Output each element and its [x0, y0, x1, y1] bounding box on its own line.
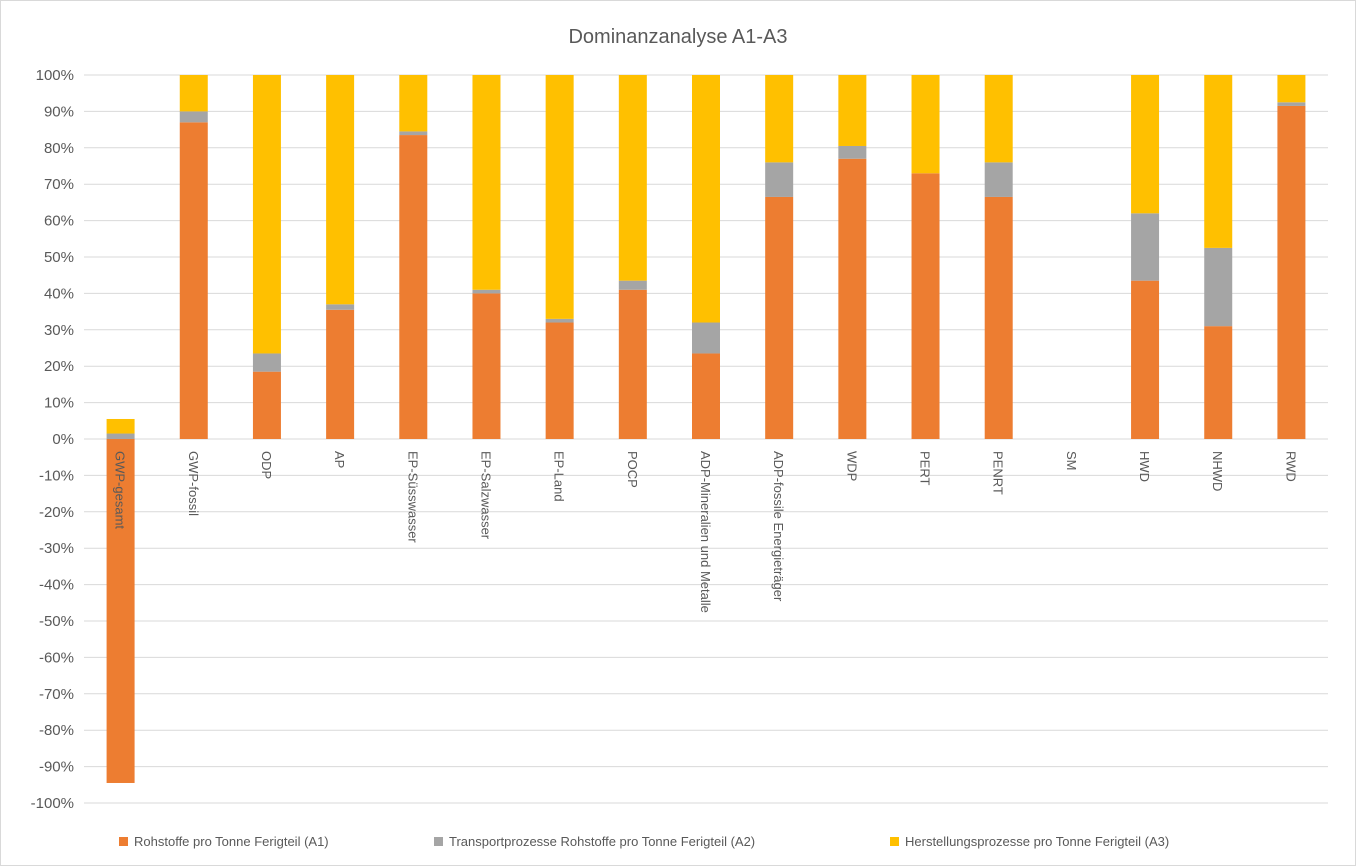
legend-label: Rohstoffe pro Tonne Ferigteil (A1) — [134, 834, 329, 849]
bar-segment-3 — [765, 75, 794, 163]
legend-swatch — [119, 837, 128, 846]
y-tick-label: -70% — [39, 686, 74, 703]
category-label: ODP — [259, 451, 274, 479]
legend-label: Transportprozesse Rohstoffe pro Tonne Fe… — [449, 834, 755, 849]
bar-segment-2 — [545, 318, 574, 323]
bar-segment-1 — [692, 353, 720, 439]
y-tick-label: 70% — [44, 176, 74, 193]
y-tick-label: 10% — [44, 395, 74, 412]
legend-swatch — [434, 837, 443, 846]
bar-segment-2 — [984, 162, 1013, 197]
bar-segment-3 — [472, 75, 501, 290]
category-label: AP — [332, 451, 347, 468]
category-label: PERT — [918, 451, 933, 485]
category-label: EP-Land — [552, 451, 567, 502]
bar-segment-1 — [838, 158, 867, 439]
bar-segment-1 — [1131, 280, 1160, 439]
bar-segment-3 — [326, 75, 355, 305]
bar-segment-1 — [399, 135, 428, 439]
bar-segment-1 — [545, 322, 574, 439]
bar-segment-2 — [399, 131, 428, 136]
bar-segment-1 — [252, 371, 281, 439]
y-tick-label: 30% — [44, 322, 74, 339]
bar-segment-1 — [1204, 326, 1233, 439]
bars — [106, 75, 1306, 783]
y-tick-label: 80% — [44, 140, 74, 157]
bar-segment-1 — [765, 196, 794, 439]
bar-segment-1 — [326, 309, 355, 439]
y-tick-label: -90% — [39, 759, 74, 776]
bar-segment-3 — [179, 75, 208, 112]
category-label: WDP — [844, 451, 859, 481]
y-tick-label: -50% — [39, 613, 74, 630]
category-labels: GWP-gesamt GWP-fossil ODP AP EP-Süsswasser EP… — [113, 451, 1299, 613]
y-tick-label: -80% — [39, 722, 74, 739]
category-label: ADP-fossile Energieträger — [771, 451, 786, 602]
y-tick-label: 50% — [44, 249, 74, 266]
bar-segment-2 — [838, 145, 867, 159]
y-tick-label: 0% — [52, 431, 74, 448]
category-label: HWD — [1137, 451, 1152, 482]
category-label: NHWD — [1210, 451, 1225, 491]
y-tick-label: 100% — [36, 67, 74, 84]
bar-segment-3 — [984, 75, 1013, 163]
bar-segment-3 — [618, 75, 647, 281]
bar-segment-2 — [765, 162, 794, 197]
y-tick-label: -60% — [39, 649, 74, 666]
bar-segment-2 — [472, 289, 501, 294]
category-label: GWP-fossil — [186, 451, 201, 516]
bar-segment-3 — [911, 75, 940, 174]
category-label: ADP-Mineralien und Metalle — [698, 451, 713, 613]
category-label: PENRT — [991, 451, 1006, 495]
bar-segment-3 — [692, 75, 720, 323]
bar-segment-1 — [911, 173, 940, 439]
bar-segment-1 — [179, 122, 208, 439]
gridlines — [84, 74, 1328, 804]
bar-segment-1 — [106, 439, 135, 783]
y-tick-label: -100% — [31, 795, 74, 812]
category-label: RWD — [1283, 451, 1298, 482]
y-tick-label: 20% — [44, 358, 74, 375]
y-tick-label: 90% — [44, 103, 74, 120]
bar-segment-2 — [692, 322, 720, 354]
legend: Rohstoffe pro Tonne Ferigteil (A1) Transp… — [119, 834, 1169, 849]
bar-segment-1 — [472, 293, 501, 439]
y-tick-label: -10% — [39, 467, 74, 484]
bar-segment-2 — [106, 433, 135, 439]
bar-segment-2 — [1204, 247, 1233, 327]
bar-segment-1 — [618, 289, 647, 439]
category-label: EP-Salzwasser — [478, 451, 493, 540]
category-label: SM — [1064, 451, 1079, 471]
category-label: GWP-gesamt — [113, 451, 128, 529]
bar-segment-1 — [984, 196, 1013, 439]
bar-segment-2 — [1131, 213, 1160, 281]
bar-segment-3 — [106, 418, 135, 434]
y-tick-label: -30% — [39, 540, 74, 557]
category-label: EP-Süsswasser — [405, 451, 420, 543]
bar-segment-2 — [252, 353, 281, 372]
bar-segment-3 — [1204, 75, 1233, 248]
bar-segment-2 — [1277, 102, 1306, 106]
legend-label: Herstellungsprozesse pro Tonne Ferigteil… — [905, 834, 1169, 849]
y-tick-label: -20% — [39, 504, 74, 521]
legend-swatch — [890, 837, 899, 846]
chart-title: Dominanzanalyse A1-A3 — [568, 26, 787, 48]
bar-segment-1 — [1277, 105, 1306, 439]
y-tick-label: 40% — [44, 285, 74, 302]
bar-segment-2 — [618, 280, 647, 290]
y-tick-label: -40% — [39, 577, 74, 594]
bar-segment-3 — [1131, 75, 1160, 214]
y-axis-ticks: 100% 90% 80% 70% 60% 50% 40% 30% 20% 10% 0% -10% -20… — [31, 67, 74, 812]
bar-segment-3 — [545, 75, 574, 319]
bar-segment-3 — [252, 75, 281, 354]
category-label: POCP — [625, 451, 640, 488]
bar-segment-3 — [1277, 75, 1306, 103]
bar-segment-2 — [179, 111, 208, 123]
y-tick-label: 60% — [44, 213, 74, 230]
bar-segment-3 — [399, 75, 428, 132]
bar-segment-3 — [838, 75, 867, 146]
bar-segment-2 — [326, 304, 355, 310]
